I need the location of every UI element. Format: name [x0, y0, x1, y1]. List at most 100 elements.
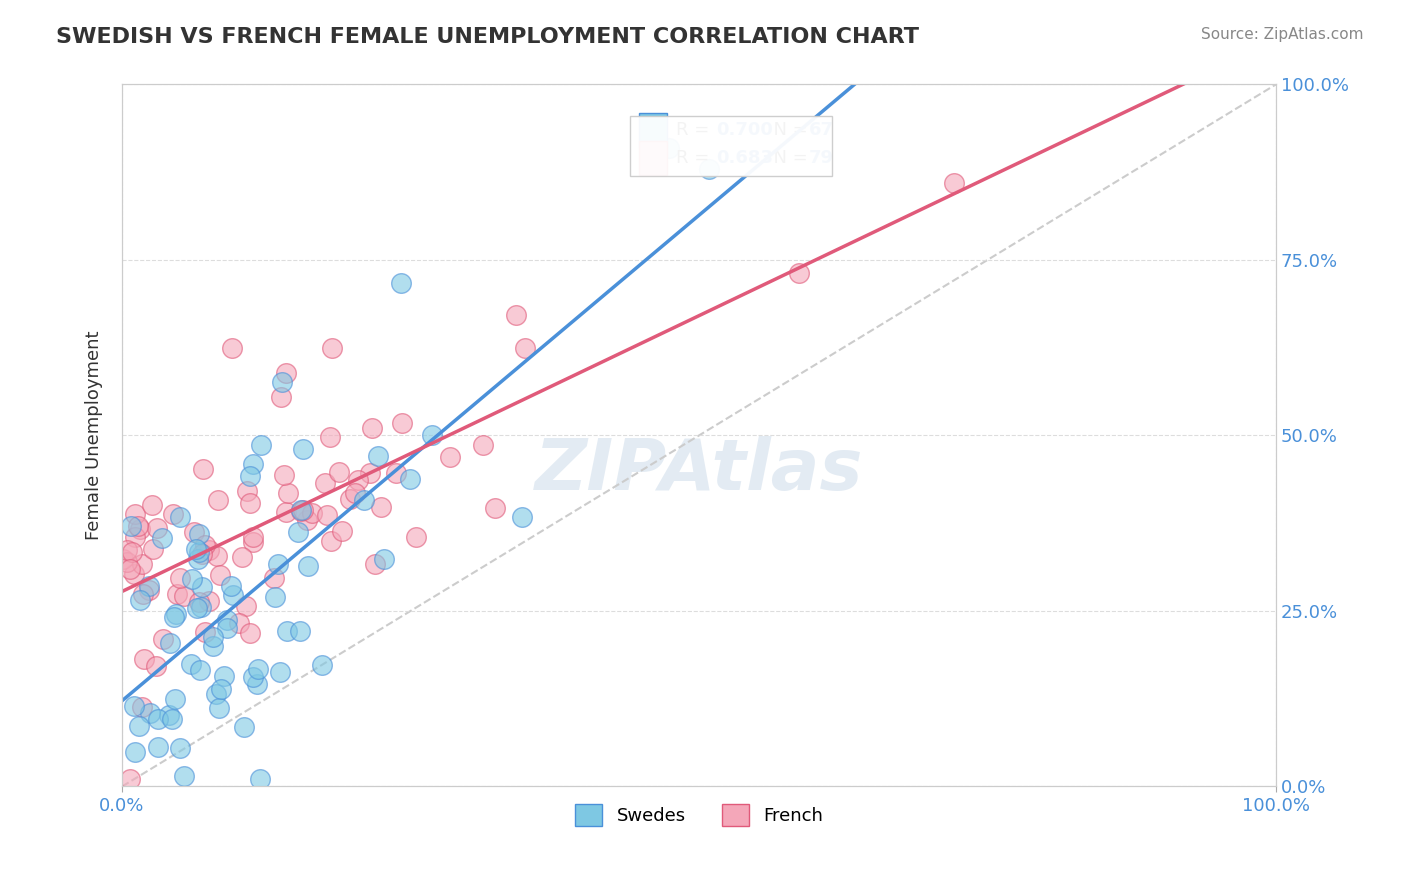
Point: [276, 624, 298, 639]
Text: 67: 67: [808, 121, 834, 139]
Point: [290, 502, 312, 516]
Point: [191, 580, 214, 594]
Point: [122, 699, 145, 714]
Point: [166, 587, 188, 601]
Point: [399, 473, 422, 487]
Point: [277, 486, 299, 500]
Point: [697, 161, 720, 176]
Point: [239, 496, 262, 510]
Point: [134, 652, 156, 666]
Point: [124, 745, 146, 759]
Text: N =: N =: [762, 149, 814, 167]
Text: 0.683: 0.683: [716, 149, 773, 167]
Point: [188, 663, 211, 677]
Point: [188, 527, 211, 541]
Point: [233, 720, 256, 734]
Legend: Swedes, French: Swedes, French: [568, 797, 831, 834]
Point: [287, 524, 309, 539]
Point: [942, 176, 965, 190]
Point: [165, 607, 187, 621]
Point: [367, 449, 389, 463]
Point: [787, 266, 810, 280]
Point: [231, 549, 253, 564]
Point: [186, 541, 208, 556]
Point: [190, 600, 212, 615]
Point: [128, 593, 150, 607]
Point: [202, 630, 225, 644]
Point: [142, 541, 165, 556]
Point: [314, 475, 336, 490]
Point: [250, 438, 273, 452]
Point: [187, 552, 209, 566]
Point: [138, 582, 160, 597]
Point: [115, 555, 138, 569]
Text: R =: R =: [676, 149, 714, 167]
Point: [246, 676, 269, 690]
Point: [364, 557, 387, 571]
Point: [235, 599, 257, 613]
Point: [222, 588, 245, 602]
Point: [236, 484, 259, 499]
Point: [263, 571, 285, 585]
Point: [228, 615, 250, 630]
Point: [118, 562, 141, 576]
Point: [152, 632, 174, 646]
Point: [120, 519, 142, 533]
Point: [138, 579, 160, 593]
Point: [242, 535, 264, 549]
Point: [205, 688, 228, 702]
Point: [194, 538, 217, 552]
Point: [391, 417, 413, 431]
Point: [373, 552, 395, 566]
Point: [183, 524, 205, 539]
Point: [359, 466, 381, 480]
Point: [389, 276, 412, 290]
Point: [127, 519, 149, 533]
Point: [128, 522, 150, 536]
Point: [242, 458, 264, 472]
Point: [194, 624, 217, 639]
Point: [249, 772, 271, 787]
Point: [321, 341, 343, 355]
Point: [207, 493, 229, 508]
Point: [370, 500, 392, 515]
Point: [276, 366, 298, 380]
Point: [361, 421, 384, 435]
Point: [180, 657, 202, 671]
Point: [339, 491, 361, 506]
Point: [301, 507, 323, 521]
Point: [510, 510, 533, 524]
Point: [328, 465, 350, 479]
Point: [212, 669, 235, 683]
Point: [311, 658, 333, 673]
Point: [139, 706, 162, 721]
Point: [217, 621, 239, 635]
Text: 79: 79: [808, 149, 834, 167]
Point: [269, 665, 291, 680]
Point: [420, 428, 443, 442]
Point: [121, 545, 143, 559]
Text: SWEDISH VS FRENCH FEMALE UNEMPLOYMENT CORRELATION CHART: SWEDISH VS FRENCH FEMALE UNEMPLOYMENT CO…: [56, 27, 920, 46]
Point: [271, 375, 294, 389]
Point: [124, 507, 146, 521]
Point: [346, 473, 368, 487]
Point: [163, 692, 186, 706]
Point: [145, 659, 167, 673]
Point: [131, 557, 153, 571]
Point: [191, 462, 214, 476]
Point: [215, 613, 238, 627]
Point: [124, 567, 146, 582]
Point: [169, 510, 191, 524]
Point: [169, 740, 191, 755]
Point: [162, 712, 184, 726]
Point: [264, 590, 287, 604]
Point: [145, 521, 167, 535]
Point: [187, 595, 209, 609]
FancyBboxPatch shape: [630, 116, 832, 176]
Text: N =: N =: [762, 121, 814, 139]
Point: [124, 531, 146, 545]
Point: [163, 610, 186, 624]
Point: [173, 589, 195, 603]
Point: [239, 469, 262, 483]
Point: [246, 662, 269, 676]
